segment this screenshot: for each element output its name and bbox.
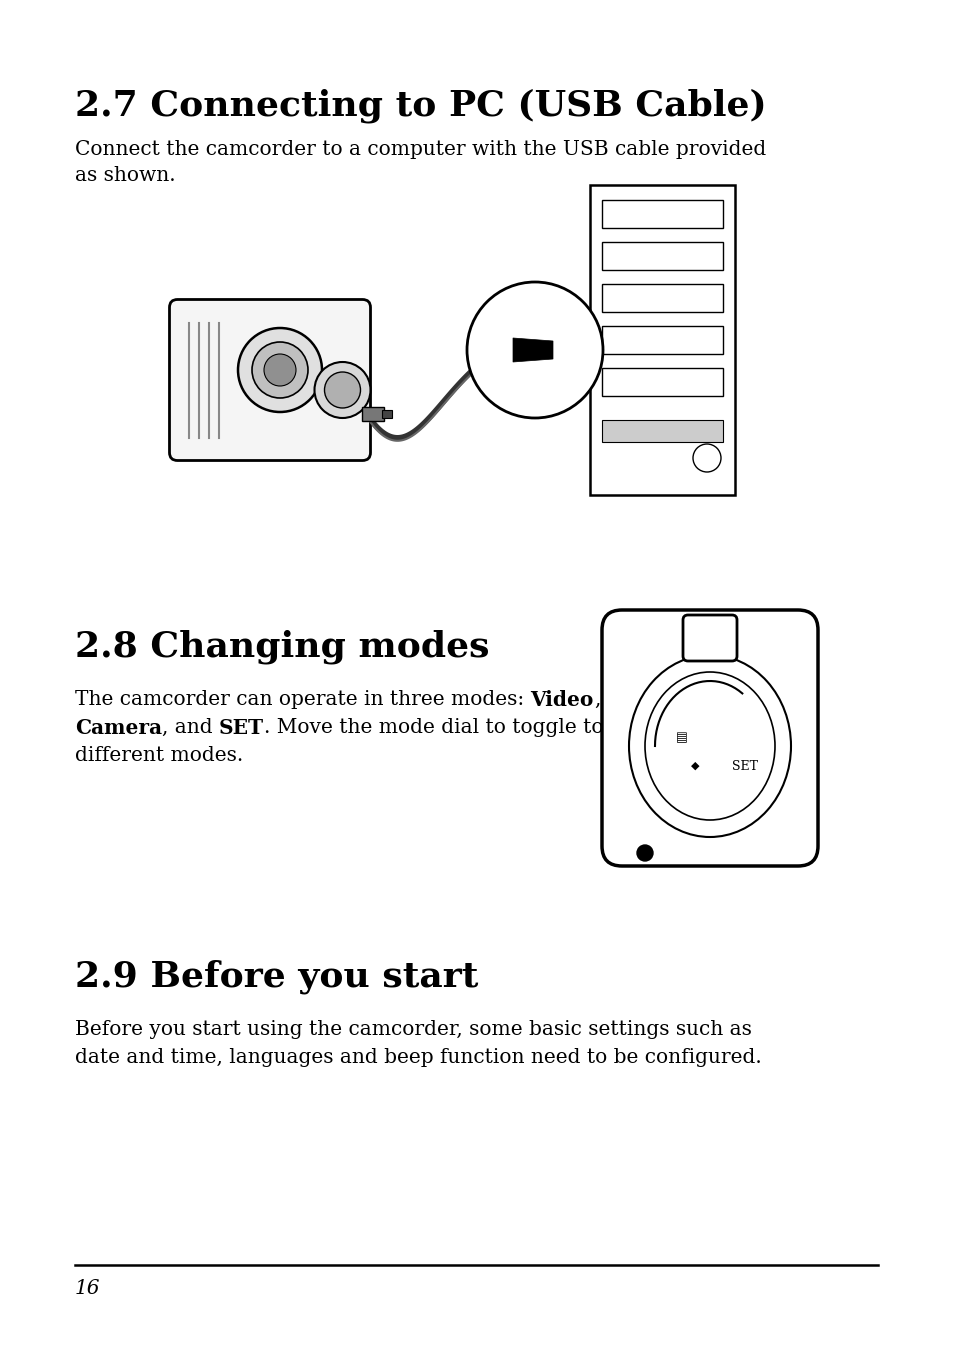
Text: 2.7 Connecting to PC (USB Cable): 2.7 Connecting to PC (USB Cable) <box>75 87 766 122</box>
Text: SET: SET <box>731 760 758 772</box>
Circle shape <box>314 362 370 418</box>
Bar <box>601 369 722 395</box>
Bar <box>362 408 384 421</box>
Text: as shown.: as shown. <box>75 165 175 186</box>
Circle shape <box>237 328 322 412</box>
Text: SET: SET <box>219 718 264 738</box>
Bar <box>601 284 722 312</box>
FancyBboxPatch shape <box>601 611 817 866</box>
Text: date and time, languages and beep function need to be configured.: date and time, languages and beep functi… <box>75 1048 760 1067</box>
Circle shape <box>252 342 308 398</box>
Circle shape <box>264 354 295 386</box>
Circle shape <box>637 845 652 861</box>
Text: different modes.: different modes. <box>75 746 243 765</box>
Text: 2.8 Changing modes: 2.8 Changing modes <box>75 629 489 664</box>
Polygon shape <box>513 338 553 362</box>
Circle shape <box>324 373 360 408</box>
Text: ▤: ▤ <box>676 732 687 745</box>
Ellipse shape <box>628 655 790 837</box>
Bar <box>601 420 722 443</box>
Bar <box>601 200 722 229</box>
Text: Camera: Camera <box>75 718 162 738</box>
Text: Connect the camcorder to a computer with the USB cable provided: Connect the camcorder to a computer with… <box>75 140 765 159</box>
Text: . Move the mode dial to toggle to: . Move the mode dial to toggle to <box>264 718 603 737</box>
Bar <box>601 242 722 270</box>
Text: ◆: ◆ <box>690 761 699 771</box>
Text: , and: , and <box>162 718 219 737</box>
Bar <box>601 325 722 354</box>
Text: Video: Video <box>530 690 594 710</box>
FancyBboxPatch shape <box>170 300 370 460</box>
Ellipse shape <box>644 672 774 820</box>
Text: Before you start using the camcorder, some basic settings such as: Before you start using the camcorder, so… <box>75 1020 751 1038</box>
Text: 2.9 Before you start: 2.9 Before you start <box>75 960 477 994</box>
Text: 16: 16 <box>75 1279 100 1298</box>
Text: ,: , <box>594 690 599 709</box>
FancyBboxPatch shape <box>682 615 737 660</box>
Bar <box>589 186 734 495</box>
Circle shape <box>467 282 602 418</box>
Text: The camcorder can operate in three modes:: The camcorder can operate in three modes… <box>75 690 530 709</box>
Bar <box>382 410 392 418</box>
